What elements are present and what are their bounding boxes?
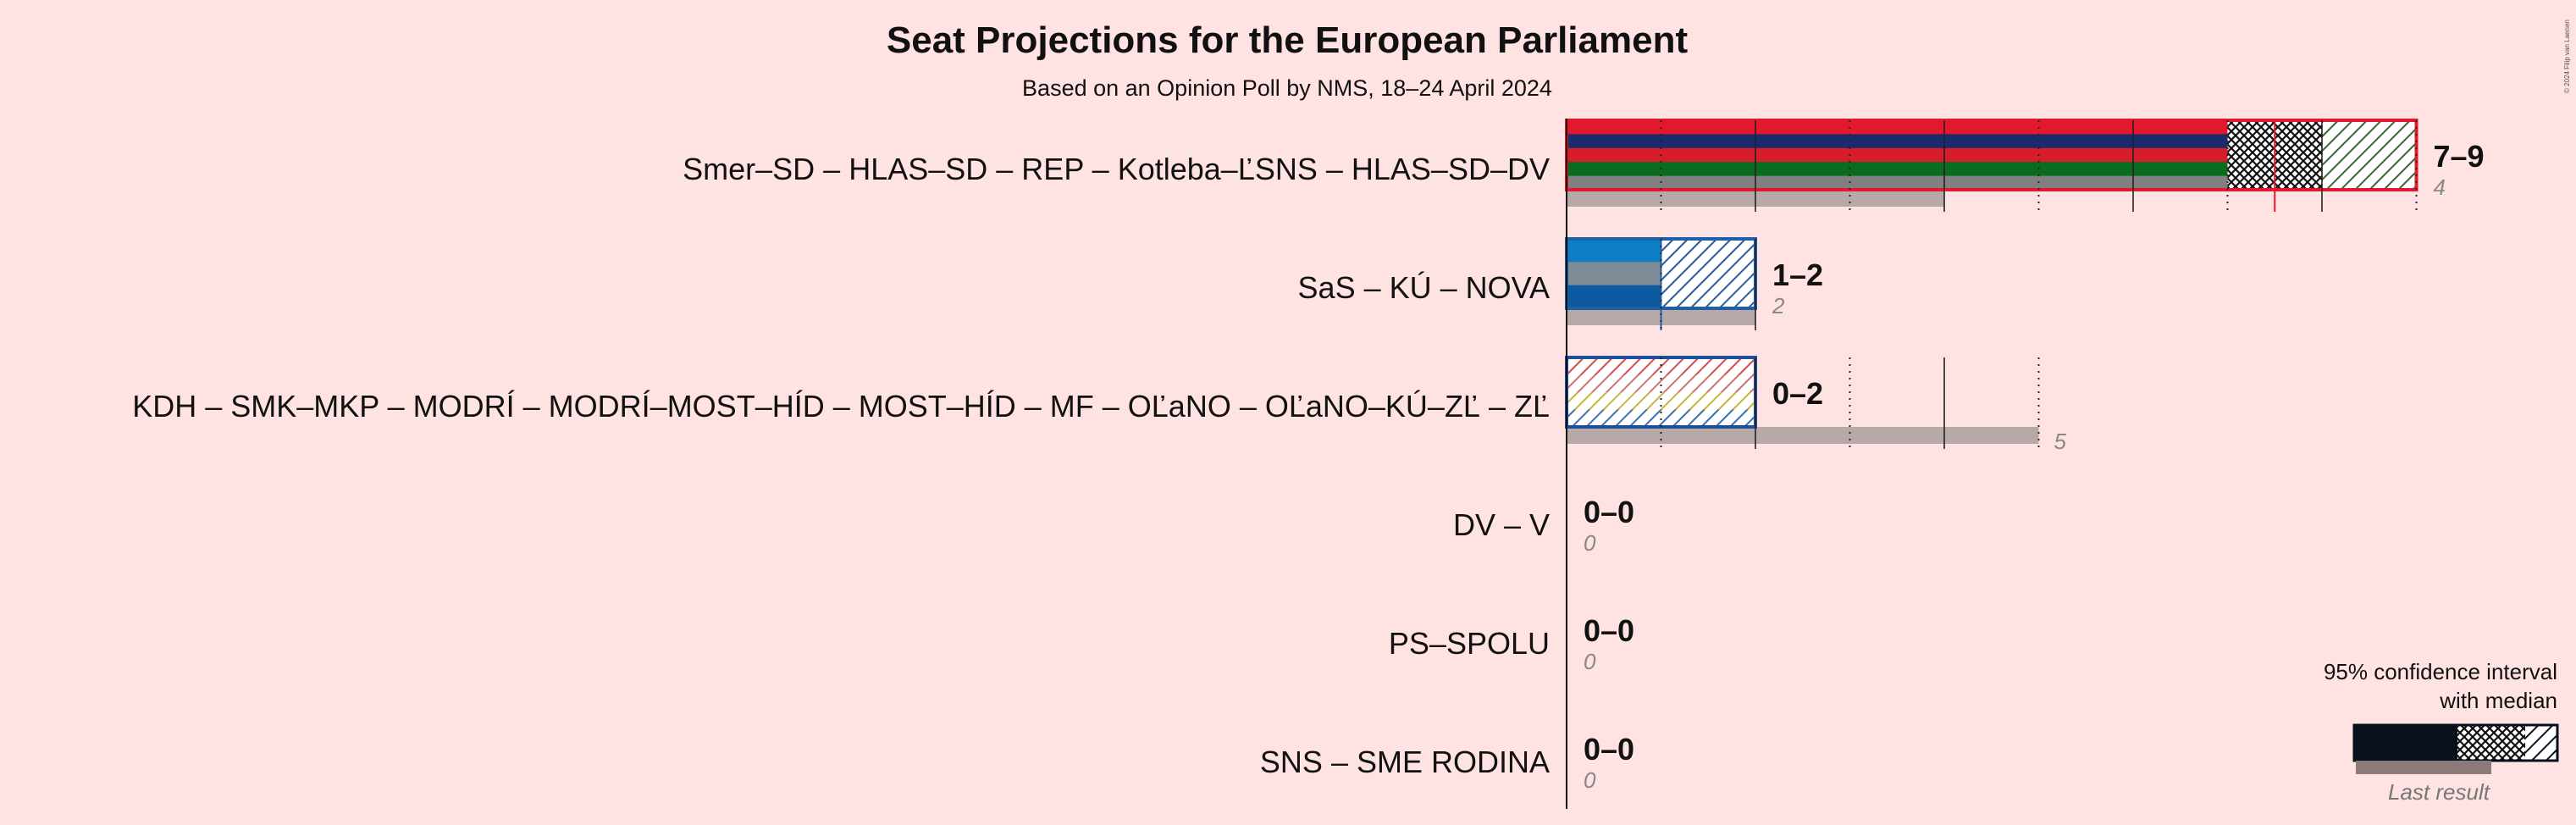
legend-last-result-label: Last result (2388, 779, 2491, 805)
party-label: PS–SPOLU (1389, 626, 1550, 661)
party-label: SNS – SME RODINA (1260, 745, 1550, 779)
party-row: DV – V 0–00 (1453, 495, 1634, 556)
range-label: 0–0 (1584, 613, 1634, 648)
bar-solid-segment (1567, 134, 2228, 149)
party-label: Smer–SD – HLAS–SD – REP – Kotleba–ĽSNS –… (683, 152, 1550, 186)
bar-solid-segment (1567, 120, 2228, 135)
legend-cross-swatch (2457, 725, 2525, 761)
range-label: 1–2 (1772, 257, 1823, 292)
bar-solid-segment (1567, 162, 2228, 177)
range-label: 7–9 (2434, 139, 2485, 174)
legend-last-result-bar (2356, 761, 2491, 774)
last-result-value: 0 (1584, 767, 1596, 793)
bar-hatch-segment (2322, 120, 2417, 190)
legend-subtitle: with median (2439, 688, 2557, 713)
last-result-value: 4 (2434, 174, 2446, 200)
copyright-notice: © 2024 Filip van Laenen (2563, 19, 2571, 93)
bar-solid-segment (1567, 262, 1661, 286)
bar-solid-segment (1567, 285, 1661, 309)
bar-solid-segment (1567, 147, 2228, 163)
party-label: DV – V (1453, 507, 1550, 542)
legend: 95% confidence interval with median Last… (2324, 659, 2559, 805)
bar-hatch-segment (1567, 357, 1755, 375)
range-label: 0–0 (1584, 495, 1634, 529)
party-label: SaS – KÚ – NOVA (1298, 270, 1550, 305)
range-label: 0–0 (1584, 732, 1634, 767)
chart-title: Seat Projections for the European Parlia… (887, 19, 1689, 61)
last-result-value: 2 (1772, 293, 1785, 318)
party-row: SNS – SME RODINA 0–00 (1260, 732, 1634, 793)
party-row: KDH – SMK–MKP – MODRÍ – MODRÍ–MOST–HÍD –… (132, 356, 2067, 454)
last-result-value: 0 (1584, 530, 1596, 556)
party-label: KDH – SMK–MKP – MODRÍ – MODRÍ–MOST–HÍD –… (132, 389, 1550, 424)
chart-subtitle: Based on an Opinion Poll by NMS, 18–24 A… (1022, 75, 1552, 101)
last-result-bar (1567, 427, 2039, 444)
bar-solid-segment (1567, 239, 1661, 263)
party-row: PS–SPOLU 0–00 (1389, 613, 1634, 674)
legend-hatch-swatch (2525, 725, 2557, 761)
bar-hatch-segment (1661, 239, 1755, 308)
last-result-value: 0 (1584, 649, 1596, 674)
bar-hatch-segment (1567, 374, 1755, 393)
party-row: SaS – KÚ – NOVA 1–22 (1298, 237, 1823, 330)
party-row: Smer–SD – HLAS–SD – REP – Kotleba–ĽSNS –… (683, 119, 2485, 212)
range-label: 0–2 (1772, 376, 1823, 411)
last-result-value: 5 (2054, 429, 2067, 454)
bar-hatch-segment (1567, 392, 1755, 410)
chart-rows: Smer–SD – HLAS–SD – REP – Kotleba–ĽSNS –… (132, 119, 2485, 793)
legend-title: 95% confidence interval (2324, 659, 2557, 684)
legend-solid-swatch (2354, 725, 2457, 761)
bar-solid-segment (1567, 175, 2228, 191)
